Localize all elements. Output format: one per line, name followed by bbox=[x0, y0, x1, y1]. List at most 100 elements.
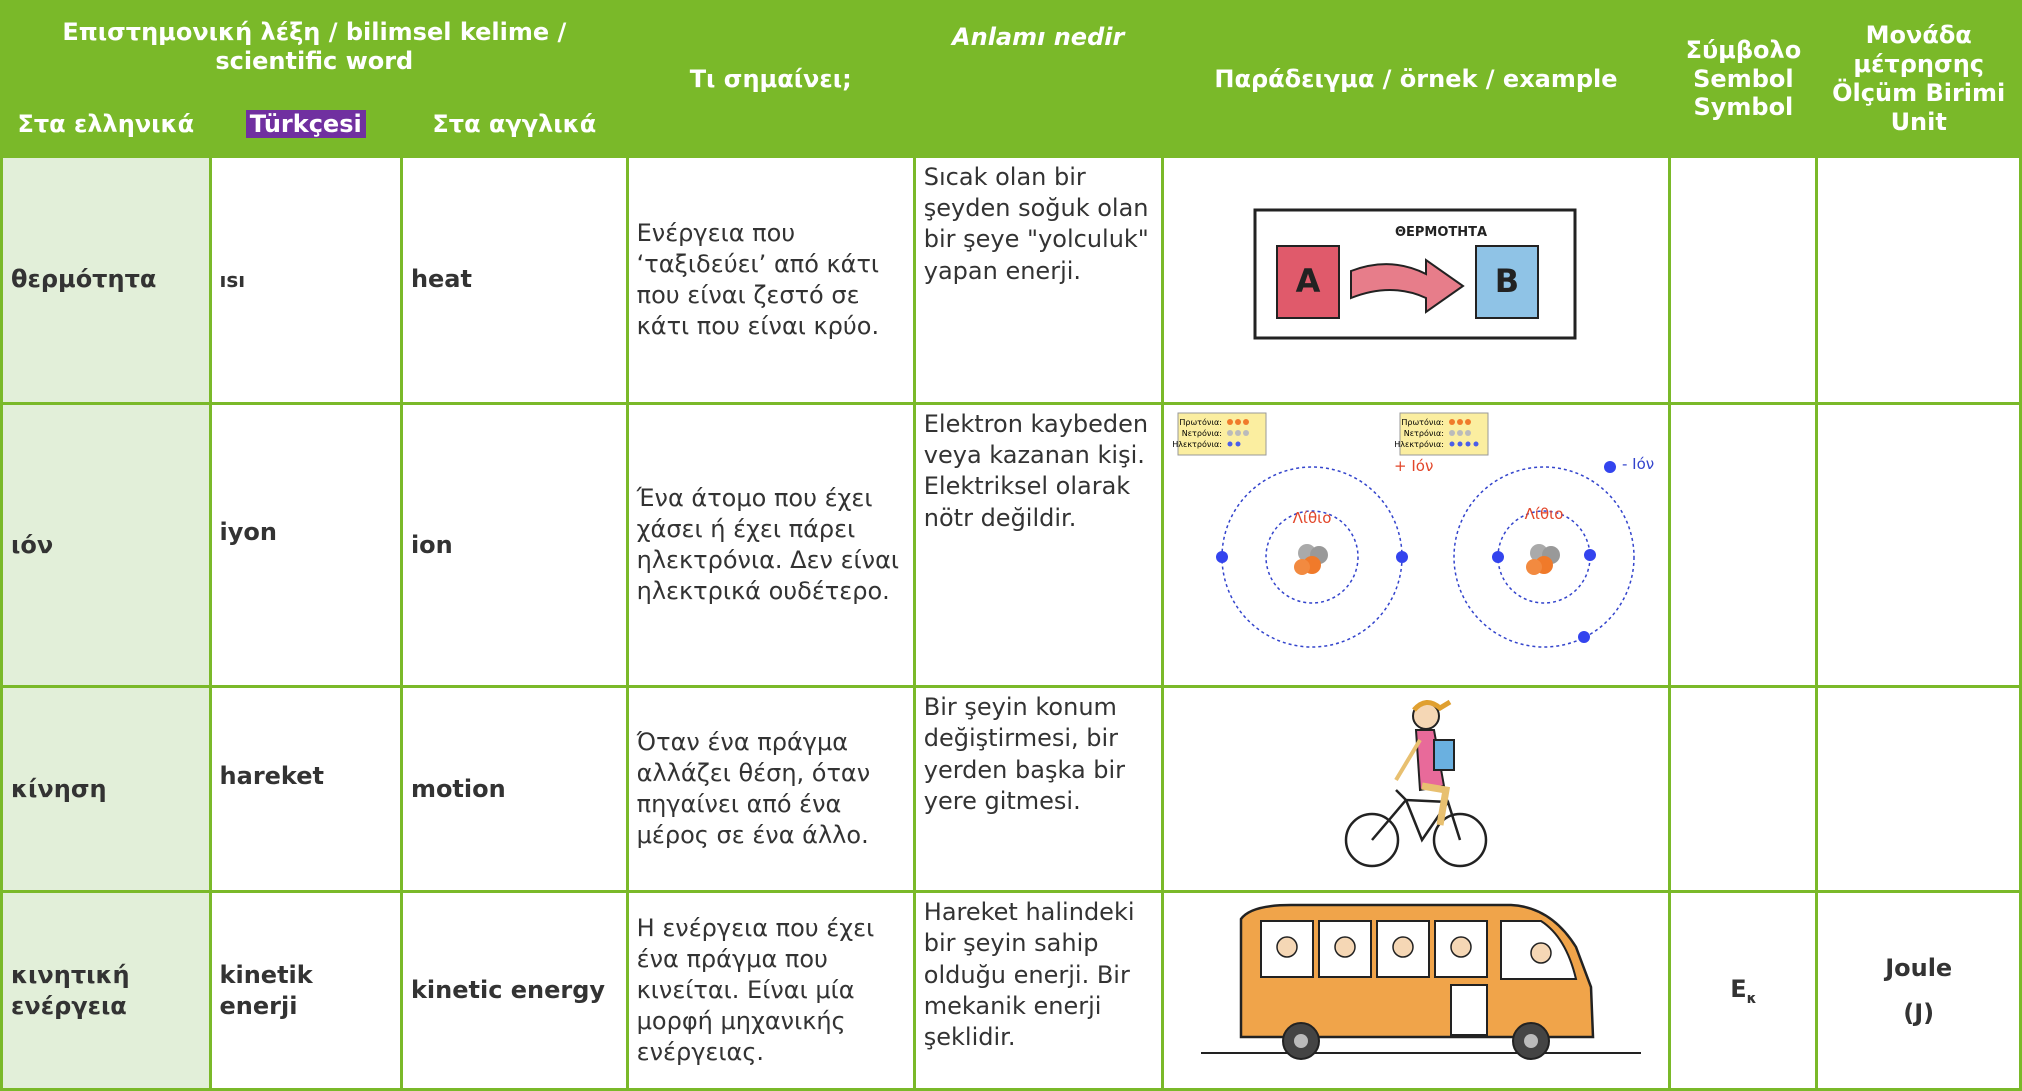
illustration-circle bbox=[1293, 1033, 1308, 1048]
illustration-circle bbox=[1448, 419, 1455, 425]
illustration-circle bbox=[1523, 1033, 1538, 1048]
illustration-circle bbox=[1227, 441, 1233, 447]
illustration-circle bbox=[1456, 430, 1463, 436]
header-symbol-line: Σύμβολο bbox=[1685, 35, 1802, 64]
header-turkish: Türkçesi bbox=[208, 90, 403, 158]
illustration-circle bbox=[1226, 430, 1233, 436]
element-label: Λίθιο bbox=[1524, 505, 1563, 523]
english-word: kinetic energy bbox=[399, 890, 629, 1091]
unit-abbreviation: (J) bbox=[1903, 998, 1935, 1027]
meaning-greek: Όταν ένα πράγμα αλλάζει θέση, όταν πηγαί… bbox=[625, 685, 916, 894]
illustration-circle bbox=[1276, 935, 1298, 958]
symbol-subscript: κ bbox=[1746, 990, 1757, 1007]
example-cell: ΘΕΡΜΟΤΗΤΑ A B bbox=[1160, 155, 1672, 405]
meaning-greek: Ενέργεια που ‘ταξιδεύει’ από κάτι που εί… bbox=[625, 155, 916, 405]
illustration-path bbox=[1421, 782, 1451, 826]
header-turkish-label: Türkçesi bbox=[245, 109, 366, 138]
illustration-circle bbox=[1473, 441, 1479, 447]
header-unit-line: Unit bbox=[1890, 107, 1947, 136]
greek-word: θερμότητα bbox=[0, 155, 212, 405]
illustration-rect bbox=[1449, 983, 1488, 1036]
turkish-word: ısı bbox=[208, 155, 403, 405]
illustration-circle bbox=[1215, 551, 1228, 563]
row: ιόν iyon ion Ένα άτομο που έχει χάσει ή … bbox=[0, 401, 2022, 689]
illustration-path bbox=[1412, 699, 1452, 712]
positive-ion-label: + Ιόν bbox=[1394, 457, 1433, 475]
greek-word: κινητική ενέργεια bbox=[0, 890, 212, 1091]
header-unit-line: Μονάδα μέτρησης bbox=[1853, 21, 1985, 79]
negative-ion-label: - Ιόν bbox=[1622, 455, 1654, 473]
illustration-circle bbox=[1577, 631, 1590, 643]
illustration-circle bbox=[1432, 812, 1488, 868]
illustration-g bbox=[1276, 935, 1552, 964]
illustration-circle bbox=[1449, 441, 1455, 447]
subheader-row: Στα ελληνικά Türkçesi Στα αγγλικά bbox=[0, 90, 2021, 158]
unit-cell bbox=[1815, 685, 2022, 894]
illustration-circle bbox=[1491, 551, 1504, 563]
turkish-word: kinetik enerji bbox=[208, 890, 403, 1091]
element-label: Λίθιο bbox=[1292, 509, 1331, 527]
illustration-circle bbox=[1264, 510, 1359, 604]
illustration-circle bbox=[1235, 441, 1241, 447]
illustration-rect bbox=[1275, 244, 1340, 319]
legend-label: Νετρόνια: bbox=[1181, 428, 1221, 438]
illustration-circle bbox=[1344, 812, 1400, 868]
legend-label: Πρωτόνια: bbox=[1179, 417, 1222, 427]
unit-cell: Joule (J) bbox=[1815, 890, 2022, 1091]
meaning-greek: Ένα άτομο που έχει χάσει ή έχει πάρει ηλ… bbox=[625, 401, 916, 689]
english-word: heat bbox=[399, 155, 629, 405]
symbol-cell bbox=[1668, 155, 1819, 405]
header-symbol: Σύμβολο Sembol Symbol bbox=[1668, 0, 1819, 158]
illustration-circle bbox=[1525, 559, 1542, 575]
meaning-turkish: Sıcak olan bir şeyden soğuk olan bir şey… bbox=[912, 155, 1164, 405]
heat-from: A bbox=[1296, 262, 1321, 300]
example-cell: Πρωτόνια: Νετρόνια: Ηλεκτρόνια: Πρωτόνια… bbox=[1160, 401, 1672, 689]
symbol-cell: Eκ bbox=[1668, 890, 1819, 1091]
illustration-circle bbox=[1392, 935, 1414, 958]
illustration-circle bbox=[1334, 935, 1356, 958]
illustration-circle bbox=[1457, 441, 1463, 447]
illustration-circle bbox=[1395, 551, 1408, 563]
greek-word: κίνηση bbox=[0, 685, 212, 894]
heat-to: B bbox=[1495, 262, 1519, 300]
illustration-path bbox=[1349, 257, 1465, 314]
legend-label: Νετρόνια: bbox=[1403, 428, 1443, 438]
header-meaning-greek: Τι σημαίνει; bbox=[625, 0, 916, 158]
header-unit: Μονάδα μέτρησης Ölçüm Birimi Unit bbox=[1815, 0, 2022, 158]
illustration-rect bbox=[1474, 244, 1539, 319]
bus-illustration bbox=[1200, 903, 1641, 1060]
symbol-cell bbox=[1668, 685, 1819, 894]
illustration-rect bbox=[1432, 739, 1455, 772]
header-symbol-line: Sembol bbox=[1693, 64, 1794, 93]
legend-label: Ηλεκτρόνια: bbox=[1172, 439, 1222, 449]
illustration-circle bbox=[1452, 466, 1635, 648]
row: κινητική ενέργεια kinetik enerji kinetic… bbox=[0, 890, 2022, 1091]
ion-illustration: Πρωτόνια: Νετρόνια: Ηλεκτρόνια: Πρωτόνια… bbox=[1172, 412, 1654, 648]
illustration-circle bbox=[1234, 419, 1241, 425]
illustration-circle bbox=[1583, 549, 1596, 561]
header-example: Παράδειγμα / örnek / example bbox=[1160, 0, 1672, 158]
illustration-circle bbox=[1603, 461, 1616, 473]
meaning-turkish: Elektron kaybeden veya kazanan kişi. Ele… bbox=[912, 401, 1164, 689]
illustration-circle bbox=[1448, 430, 1455, 436]
row: κίνηση hareket motion Όταν ένα πράγμα αλ… bbox=[0, 685, 2022, 894]
meaning-greek: Η ενέργεια που έχει ένα πράγμα που κινεί… bbox=[625, 890, 916, 1091]
greek-word: ιόν bbox=[0, 401, 212, 689]
header-greek: Στα ελληνικά bbox=[0, 90, 212, 158]
illustration-circle bbox=[1450, 935, 1472, 958]
illustration-circle bbox=[1293, 559, 1310, 575]
illustration-path bbox=[1371, 785, 1462, 843]
illustration-g bbox=[1293, 1033, 1538, 1048]
illustration-circle bbox=[1464, 419, 1471, 425]
header-scientific-word: Επιστημονική λέξη / bilimsel kelime / sc… bbox=[0, 0, 629, 93]
bicycle-illustration bbox=[1344, 699, 1488, 868]
header-meaning-turkish: Anlamı nedir bbox=[912, 0, 1164, 158]
header-english: Στα αγγλικά bbox=[399, 90, 629, 158]
header-symbol-line: Symbol bbox=[1693, 93, 1794, 122]
ion-legend: Πρωτόνια: Νετρόνια: Ηλεκτρόνια: Πρωτόνια… bbox=[1172, 412, 1489, 456]
meaning-turkish: Bir şeyin konum değiştirmesi, bir yerden… bbox=[912, 685, 1164, 894]
illustration-path bbox=[1414, 729, 1446, 792]
